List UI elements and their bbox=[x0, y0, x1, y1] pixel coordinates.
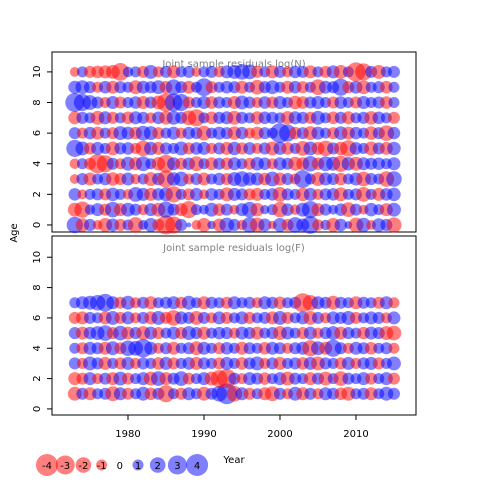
y-tick-label: 6 bbox=[32, 130, 43, 136]
bubble bbox=[77, 189, 88, 200]
panel-title: Joint sample residuals log(F) bbox=[162, 243, 305, 254]
legend-label: -4 bbox=[42, 461, 52, 472]
bubble bbox=[356, 217, 371, 233]
bubble bbox=[387, 202, 401, 217]
bubble bbox=[388, 297, 400, 309]
bubble bbox=[388, 342, 400, 354]
bubble bbox=[312, 219, 324, 231]
legend-label: 3 bbox=[174, 461, 180, 472]
bubble bbox=[388, 97, 400, 109]
bubble bbox=[191, 66, 202, 77]
bubble bbox=[387, 372, 400, 385]
bubble bbox=[122, 66, 134, 78]
bubble bbox=[182, 65, 195, 78]
bubble bbox=[69, 66, 80, 77]
y-tick-label: 2 bbox=[32, 191, 43, 197]
bubble bbox=[220, 203, 233, 216]
bubble bbox=[386, 171, 402, 187]
y-tick-label: 8 bbox=[32, 99, 43, 105]
y-axis-label: Age bbox=[9, 223, 20, 242]
bubble bbox=[127, 217, 144, 233]
legend-bubble bbox=[96, 459, 108, 471]
x-tick-label: 1990 bbox=[191, 429, 216, 440]
bubble bbox=[258, 218, 272, 232]
y-tick-label: 10 bbox=[32, 66, 43, 79]
legend-bubble bbox=[55, 455, 75, 475]
y-tick-label: 4 bbox=[32, 161, 43, 167]
bubble bbox=[74, 201, 91, 218]
legend-bubble bbox=[75, 457, 92, 473]
panel-title: Joint sample residuals log(N) bbox=[161, 59, 305, 70]
bubble bbox=[186, 222, 192, 228]
bubble bbox=[386, 325, 402, 341]
bubble bbox=[334, 218, 348, 232]
bubble bbox=[387, 356, 401, 371]
bubble bbox=[68, 188, 82, 201]
bubble bbox=[386, 217, 402, 233]
x-axis-label: Year bbox=[222, 455, 245, 466]
bubble bbox=[388, 81, 400, 93]
y-tick-label: 0 bbox=[32, 406, 43, 412]
legend-bubble bbox=[36, 454, 58, 476]
bubble bbox=[387, 111, 400, 124]
bubble bbox=[260, 205, 270, 215]
legend-label: -2 bbox=[78, 461, 88, 472]
bubble bbox=[190, 204, 202, 216]
bubble bbox=[189, 187, 203, 201]
legend-label: 1 bbox=[135, 461, 141, 472]
y-tick-label: 0 bbox=[32, 222, 43, 228]
bubble bbox=[111, 63, 130, 81]
bubble bbox=[319, 203, 332, 216]
bubble bbox=[281, 203, 294, 216]
legend-label: 0 bbox=[117, 461, 123, 472]
y-tick-label: 2 bbox=[32, 375, 43, 381]
bubble bbox=[114, 188, 126, 200]
panel-box bbox=[51, 51, 417, 233]
legend-bubble bbox=[132, 459, 144, 471]
bubble bbox=[387, 157, 401, 171]
bubble bbox=[387, 141, 401, 156]
bubble bbox=[69, 158, 81, 169]
panel-box bbox=[51, 235, 417, 416]
bubble bbox=[121, 172, 135, 186]
bubble bbox=[250, 202, 264, 217]
bubble bbox=[197, 218, 211, 232]
y-tick-label: 4 bbox=[32, 345, 43, 351]
legend-bubble bbox=[149, 457, 166, 473]
legend-bubble bbox=[167, 455, 187, 475]
y-tick-label: 8 bbox=[32, 284, 43, 290]
x-tick-label: 2000 bbox=[267, 429, 292, 440]
bubble bbox=[387, 187, 401, 202]
x-tick-label: 2010 bbox=[343, 429, 368, 440]
bubble bbox=[228, 218, 241, 231]
bubble bbox=[387, 65, 400, 78]
legend-label: 4 bbox=[194, 461, 200, 472]
bubble bbox=[349, 203, 362, 216]
y-tick-label: 10 bbox=[32, 251, 43, 264]
legend-label: -1 bbox=[97, 461, 107, 472]
bubble bbox=[387, 387, 400, 400]
legend-bubble bbox=[186, 454, 209, 476]
y-tick-label: 6 bbox=[32, 315, 43, 321]
bubble bbox=[83, 218, 97, 231]
bubble bbox=[130, 173, 141, 185]
legend-label: -3 bbox=[60, 461, 70, 472]
bubble bbox=[387, 311, 401, 325]
legend-label: 2 bbox=[155, 461, 161, 472]
x-tick-label: 1980 bbox=[115, 429, 140, 440]
bubble bbox=[387, 126, 401, 140]
bubble bbox=[175, 218, 188, 231]
